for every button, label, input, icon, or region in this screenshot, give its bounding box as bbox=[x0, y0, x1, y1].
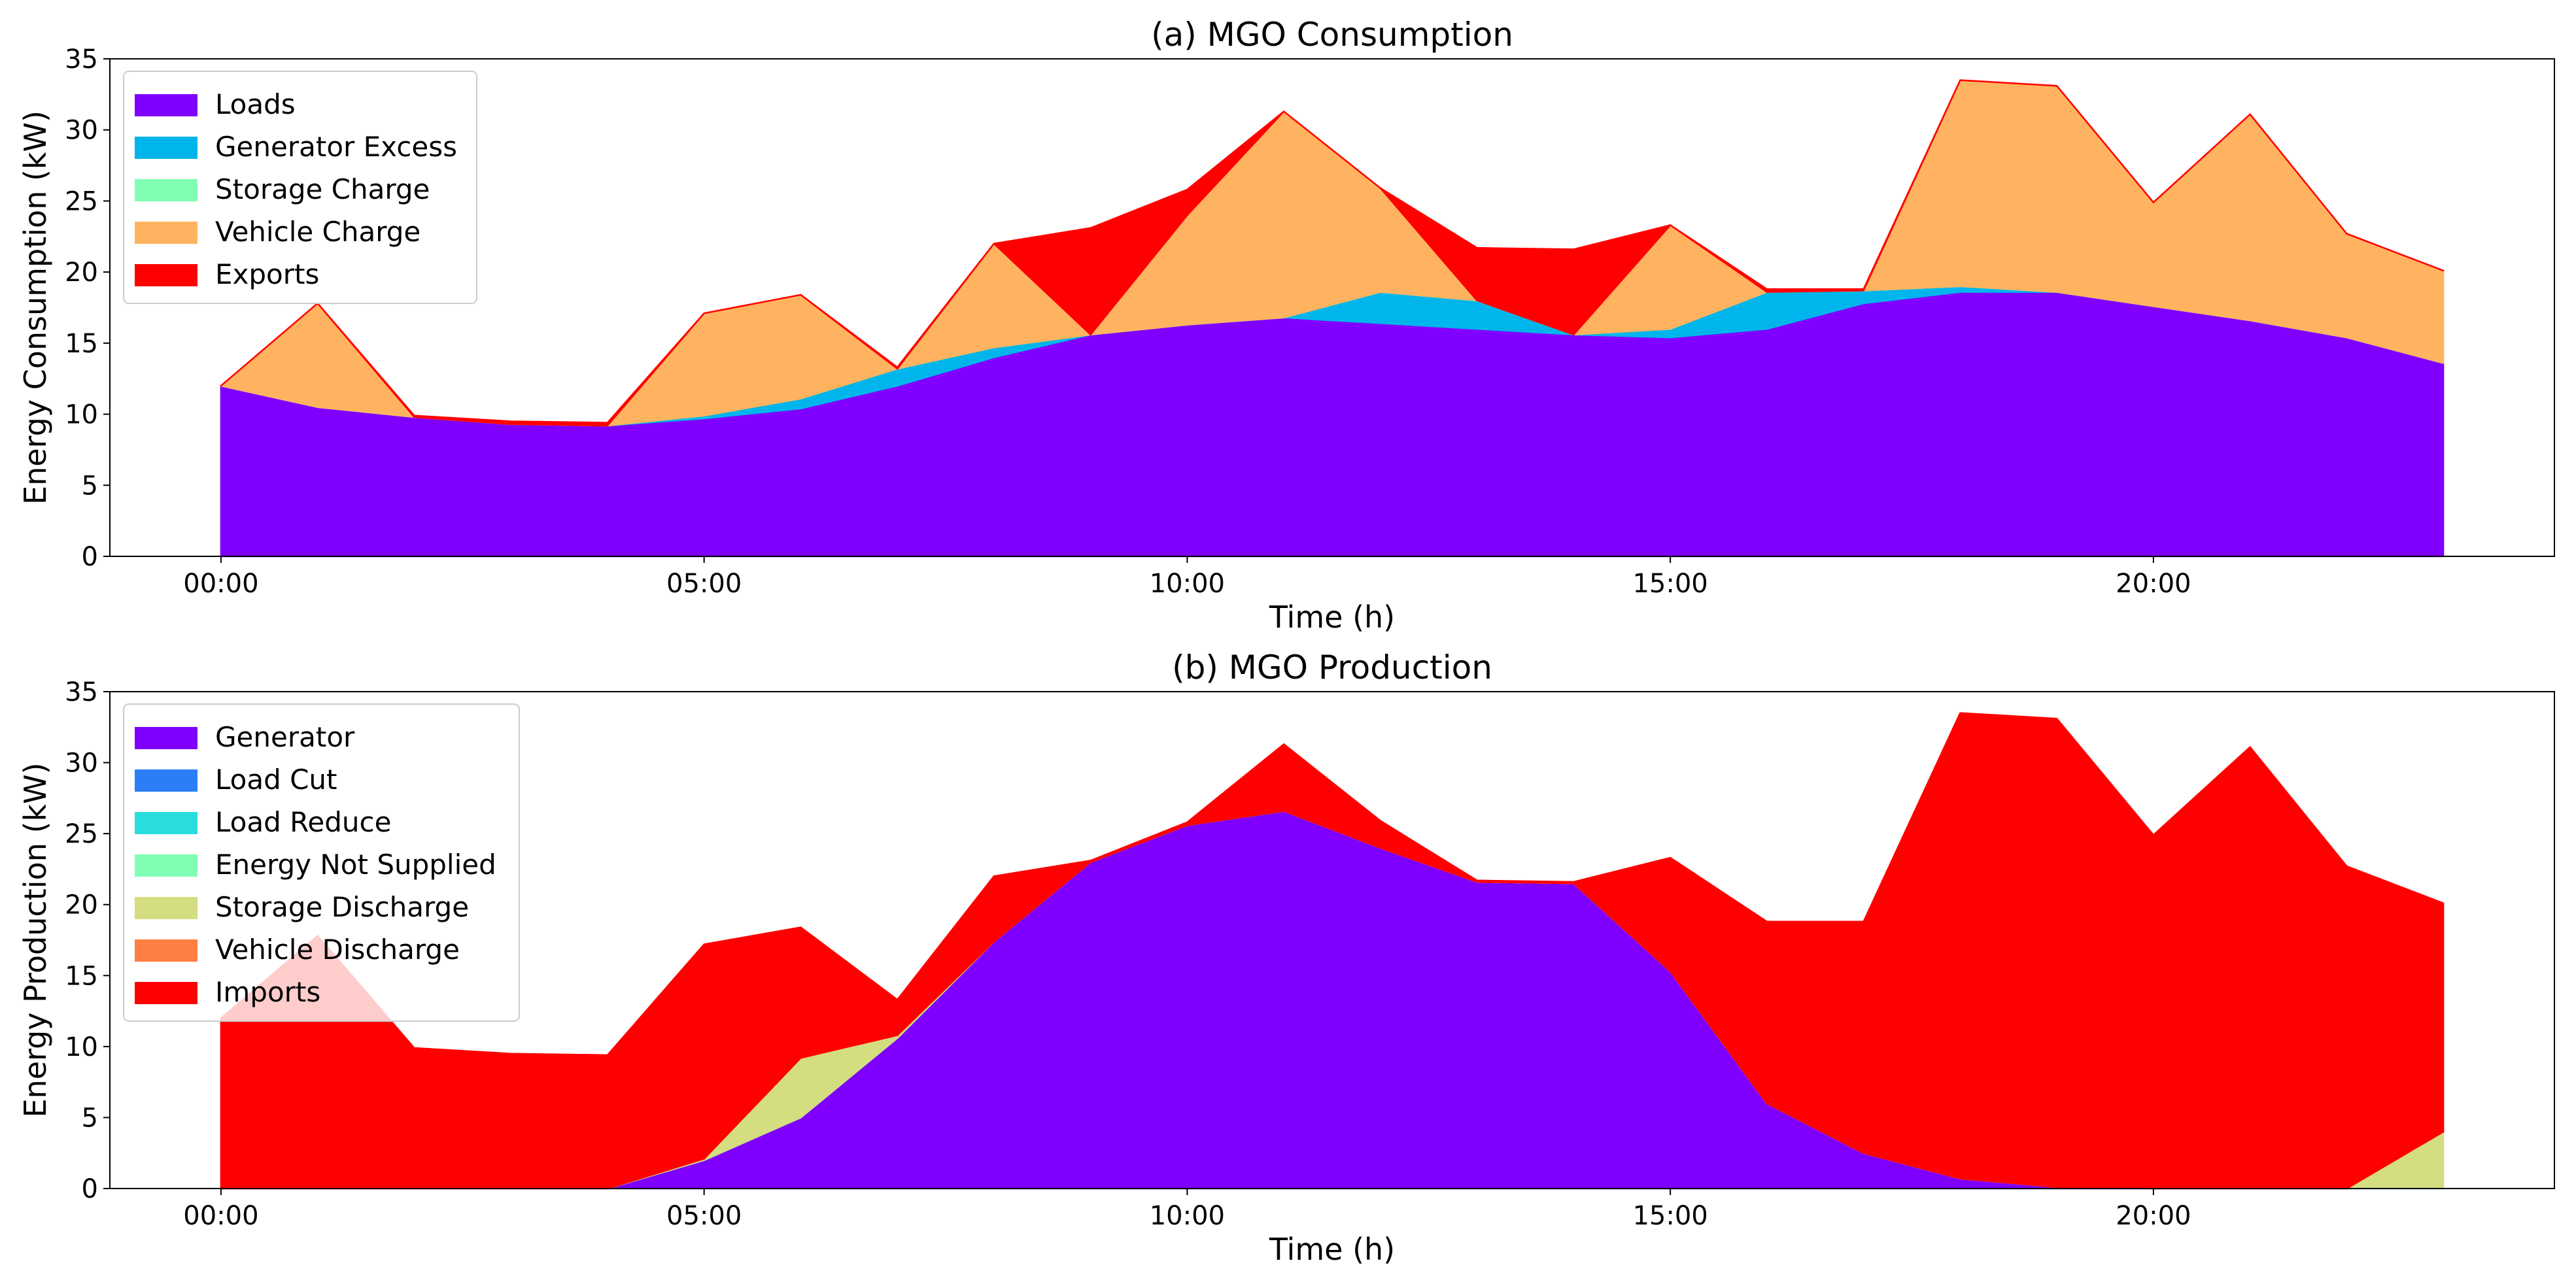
chart-a-y-tick-label: 30 bbox=[65, 116, 98, 146]
chart-a-x-tick-label: 05:00 bbox=[666, 569, 742, 599]
chart-b-y-tick-label: 30 bbox=[65, 749, 98, 779]
chart-b-y-tick-label: 15 bbox=[65, 961, 98, 991]
chart-b-legend-label-generator: Generator bbox=[215, 721, 355, 753]
chart-b-legend-label-vehicle-discharge: Vehicle Discharge bbox=[215, 934, 460, 966]
chart-b-x-tick-label: 20:00 bbox=[2116, 1201, 2191, 1231]
chart-a-legend-box bbox=[123, 71, 477, 304]
chart-b-legend-swatch-load-reduce bbox=[135, 812, 197, 834]
chart-b-legend-swatch-vehicle-discharge bbox=[135, 939, 197, 962]
chart-a-legend-swatch-storage-charge bbox=[135, 179, 197, 201]
chart-b-area-imports bbox=[220, 712, 2445, 1190]
chart-b-x-tick-label: 00:00 bbox=[183, 1201, 258, 1231]
chart-a-legend-swatch-generator-excess bbox=[135, 137, 197, 159]
chart-b-y-tick-label: 35 bbox=[65, 677, 98, 707]
chart-b-y-axis-label: Energy Production (kW) bbox=[18, 762, 53, 1117]
chart-a-x-axis-label: Time (h) bbox=[1269, 599, 1395, 635]
chart-a-legend-swatch-exports bbox=[135, 264, 197, 286]
chart-b-y-tick-label: 25 bbox=[65, 819, 98, 849]
chart-b-legend-swatch-imports bbox=[135, 982, 197, 1004]
chart-b-legend-label-imports: Imports bbox=[215, 976, 320, 1008]
chart-a-x-tick-label: 20:00 bbox=[2116, 569, 2191, 599]
chart-a-title: (a) MGO Consumption bbox=[1151, 16, 1513, 54]
chart-b: 00:00 05:00 10:00 15:00 20:00 0 5 10 15 20 25 30 35 (… bbox=[18, 649, 2555, 1267]
chart-b-legend-swatch-storage-discharge bbox=[135, 897, 197, 919]
chart-a-legend: Loads Generator Excess Storage Charge Vehic… bbox=[123, 71, 477, 304]
chart-b-legend-label-load-reduce: Load Reduce bbox=[215, 806, 391, 838]
chart-b-x-tick-label: 15:00 bbox=[1632, 1201, 1708, 1231]
chart-b-x-axis-label: Time (h) bbox=[1269, 1232, 1395, 1267]
chart-b-axes-frame bbox=[109, 691, 2555, 1189]
chart-b-y-tick-label: 20 bbox=[65, 890, 98, 920]
chart-b-x-tick-label: 05:00 bbox=[666, 1201, 742, 1231]
chart-a-y-tick-label: 5 bbox=[82, 471, 98, 501]
chart-b-legend-label-storage-discharge: Storage Discharge bbox=[215, 891, 469, 923]
chart-a-legend-label-exports: Exports bbox=[215, 258, 319, 290]
chart-a-x-tick-label: 10:00 bbox=[1150, 569, 1225, 599]
chart-a-legend-swatch-vehicle-charge bbox=[135, 222, 197, 244]
chart-a: 00:00 05:00 10:00 15:00 20:00 0 5 10 15 20 25 30 35 (… bbox=[18, 16, 2555, 635]
chart-b-legend: Generator Load Cut Load Reduce Energy Not S… bbox=[123, 703, 520, 1022]
chart-b-legend-swatch-generator bbox=[135, 727, 197, 749]
chart-a-y-tick-label: 25 bbox=[65, 186, 98, 216]
chart-a-y-tick-label: 15 bbox=[65, 329, 98, 359]
chart-b-y-tick-label: 5 bbox=[82, 1103, 98, 1133]
chart-b-legend-box bbox=[123, 703, 520, 1022]
chart-a-legend-label-storage-charge: Storage Charge bbox=[215, 173, 430, 205]
chart-a-legend-label-vehicle-charge: Vehicle Charge bbox=[215, 216, 421, 248]
chart-b-y-tick-label: 0 bbox=[82, 1174, 98, 1204]
chart-b-x-tick-label: 10:00 bbox=[1150, 1201, 1225, 1231]
chart-b-legend-swatch-energy-not-supplied bbox=[135, 854, 197, 877]
chart-a-area-exports bbox=[220, 79, 2445, 427]
chart-a-legend-swatch-loads bbox=[135, 94, 197, 116]
chart-a-legend-label-generator-excess: Generator Excess bbox=[215, 131, 457, 163]
chart-a-y-tick-label: 0 bbox=[82, 542, 98, 572]
chart-a-y-tick-label: 20 bbox=[65, 258, 98, 288]
chart-a-x-tick-label: 15:00 bbox=[1632, 569, 1708, 599]
chart-a-legend-label-loads: Loads bbox=[215, 88, 296, 120]
chart-a-y-tick-label: 35 bbox=[65, 44, 98, 75]
chart-b-legend-label-energy-not-supplied: Energy Not Supplied bbox=[215, 849, 496, 881]
chart-b-legend-label-load-cut: Load Cut bbox=[215, 764, 337, 796]
chart-b-title: (b) MGO Production bbox=[1172, 649, 1492, 686]
chart-a-axes-frame bbox=[109, 58, 2555, 557]
chart-b-legend-swatch-load-cut bbox=[135, 769, 197, 792]
chart-b-y-tick-label: 10 bbox=[65, 1032, 98, 1062]
chart-a-x-tick-label: 00:00 bbox=[183, 569, 258, 599]
chart-a-y-axis-label: Energy Consumption (kW) bbox=[18, 110, 53, 505]
chart-a-y-tick-label: 10 bbox=[65, 400, 98, 430]
